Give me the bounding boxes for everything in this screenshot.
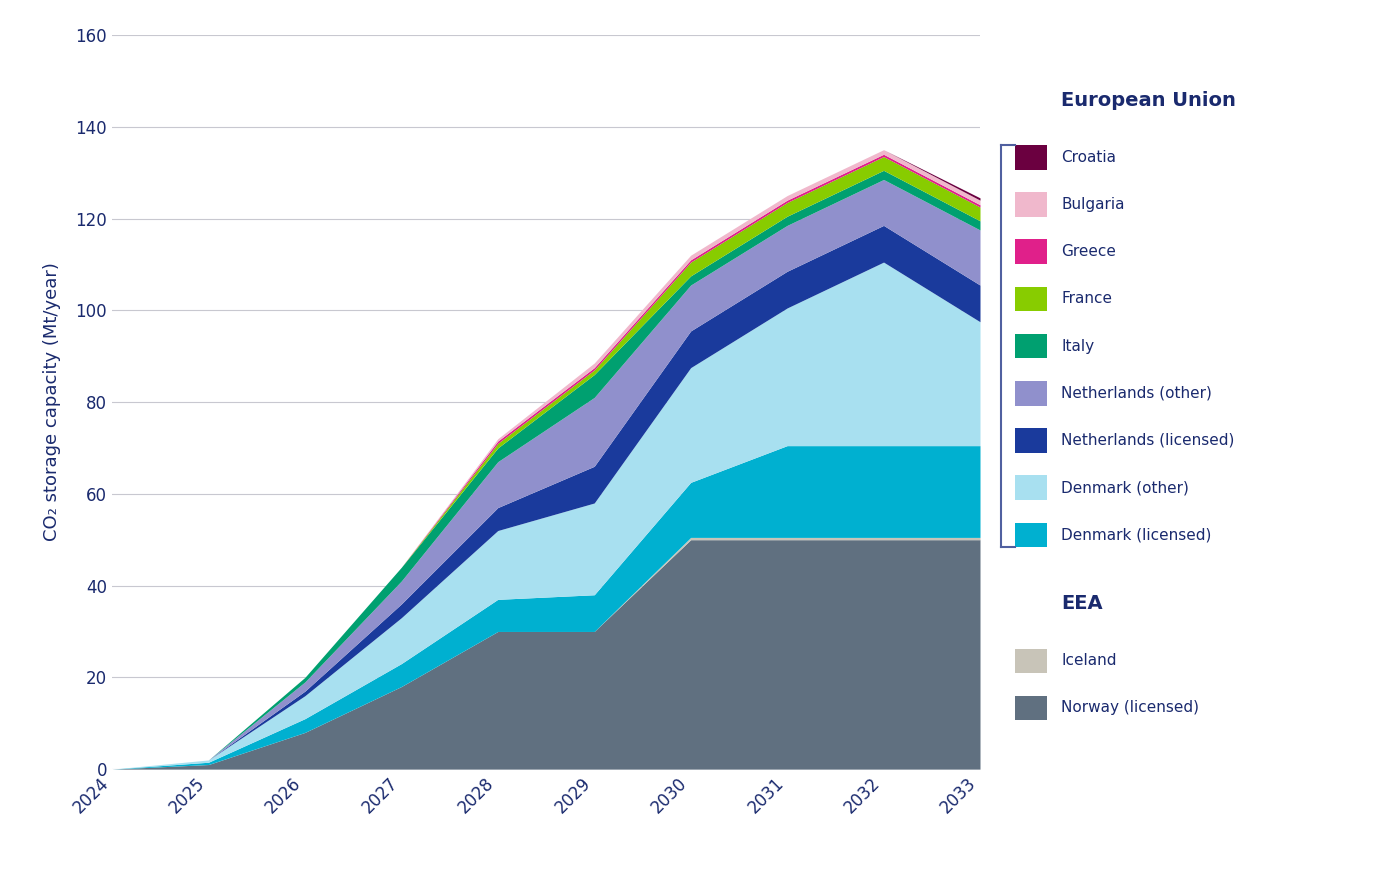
Text: France: France (1061, 291, 1112, 307)
Text: Denmark (other): Denmark (other) (1061, 480, 1189, 496)
Text: European Union: European Union (1061, 91, 1236, 110)
Text: Denmark (licensed): Denmark (licensed) (1061, 527, 1211, 543)
Text: EEA: EEA (1061, 594, 1103, 614)
Text: Norway (licensed): Norway (licensed) (1061, 700, 1200, 716)
Text: Bulgaria: Bulgaria (1061, 197, 1124, 212)
Y-axis label: CO₂ storage capacity (Mt/year): CO₂ storage capacity (Mt/year) (43, 262, 62, 542)
Text: Greece: Greece (1061, 244, 1116, 260)
Text: Netherlands (other): Netherlands (other) (1061, 385, 1212, 401)
Text: Croatia: Croatia (1061, 149, 1116, 165)
Text: Italy: Italy (1061, 338, 1095, 354)
Text: Iceland: Iceland (1061, 653, 1117, 669)
Text: Netherlands (licensed): Netherlands (licensed) (1061, 433, 1235, 448)
